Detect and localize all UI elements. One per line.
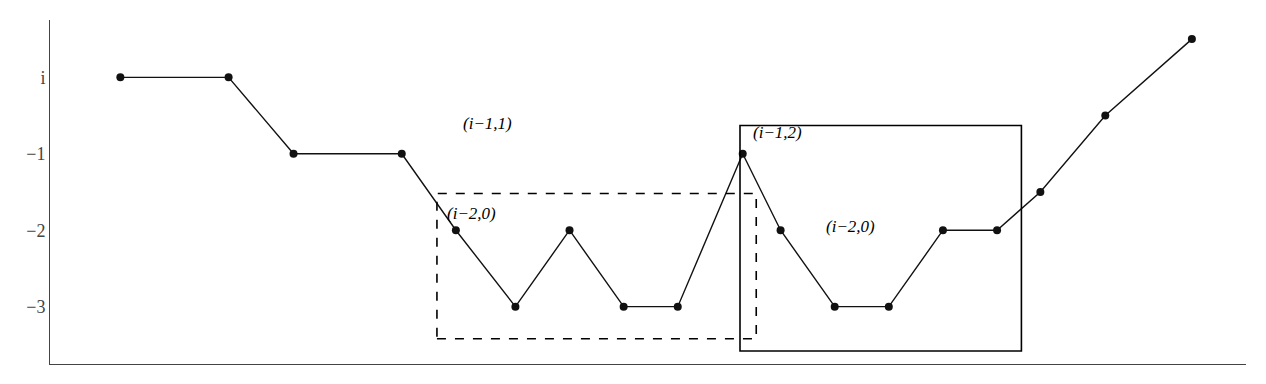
svg-text:−1: −1 — [26, 144, 45, 164]
svg-text:i: i — [40, 68, 45, 88]
svg-text:−3: −3 — [26, 297, 45, 317]
svg-text:(i−2,0): (i−2,0) — [447, 204, 496, 223]
svg-text:(i−2,0): (i−2,0) — [826, 217, 875, 236]
svg-text:(i−1,1): (i−1,1) — [463, 114, 512, 133]
svg-text:(i−1,2): (i−1,2) — [753, 123, 802, 142]
svg-text:−2: −2 — [26, 221, 45, 241]
